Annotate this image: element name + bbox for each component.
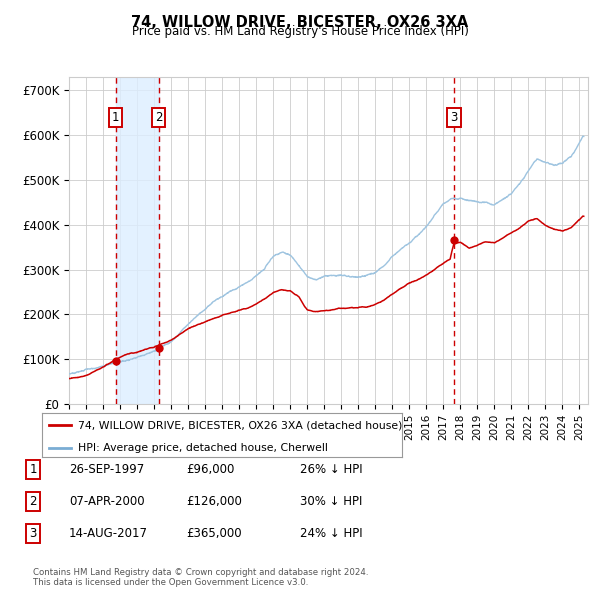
Text: Contains HM Land Registry data © Crown copyright and database right 2024.
This d: Contains HM Land Registry data © Crown c…	[33, 568, 368, 587]
Text: £126,000: £126,000	[186, 495, 242, 508]
Text: £96,000: £96,000	[186, 463, 235, 476]
Bar	[116, 77, 158, 404]
Text: 3: 3	[29, 527, 37, 540]
Text: HPI: Average price, detached house, Cherwell: HPI: Average price, detached house, Cher…	[78, 442, 328, 453]
Text: 74, WILLOW DRIVE, BICESTER, OX26 3XA: 74, WILLOW DRIVE, BICESTER, OX26 3XA	[131, 15, 469, 30]
Text: £365,000: £365,000	[186, 527, 242, 540]
Text: 1: 1	[29, 463, 37, 476]
Text: 74, WILLOW DRIVE, BICESTER, OX26 3XA (detached house): 74, WILLOW DRIVE, BICESTER, OX26 3XA (de…	[78, 421, 403, 430]
Text: 07-APR-2000: 07-APR-2000	[69, 495, 145, 508]
Text: 3: 3	[450, 111, 458, 124]
Text: Price paid vs. HM Land Registry's House Price Index (HPI): Price paid vs. HM Land Registry's House …	[131, 25, 469, 38]
Text: 26% ↓ HPI: 26% ↓ HPI	[300, 463, 362, 476]
Text: 2: 2	[29, 495, 37, 508]
Text: 2: 2	[155, 111, 163, 124]
Text: 24% ↓ HPI: 24% ↓ HPI	[300, 527, 362, 540]
Text: 26-SEP-1997: 26-SEP-1997	[69, 463, 144, 476]
Text: 1: 1	[112, 111, 119, 124]
Text: 30% ↓ HPI: 30% ↓ HPI	[300, 495, 362, 508]
Text: 14-AUG-2017: 14-AUG-2017	[69, 527, 148, 540]
